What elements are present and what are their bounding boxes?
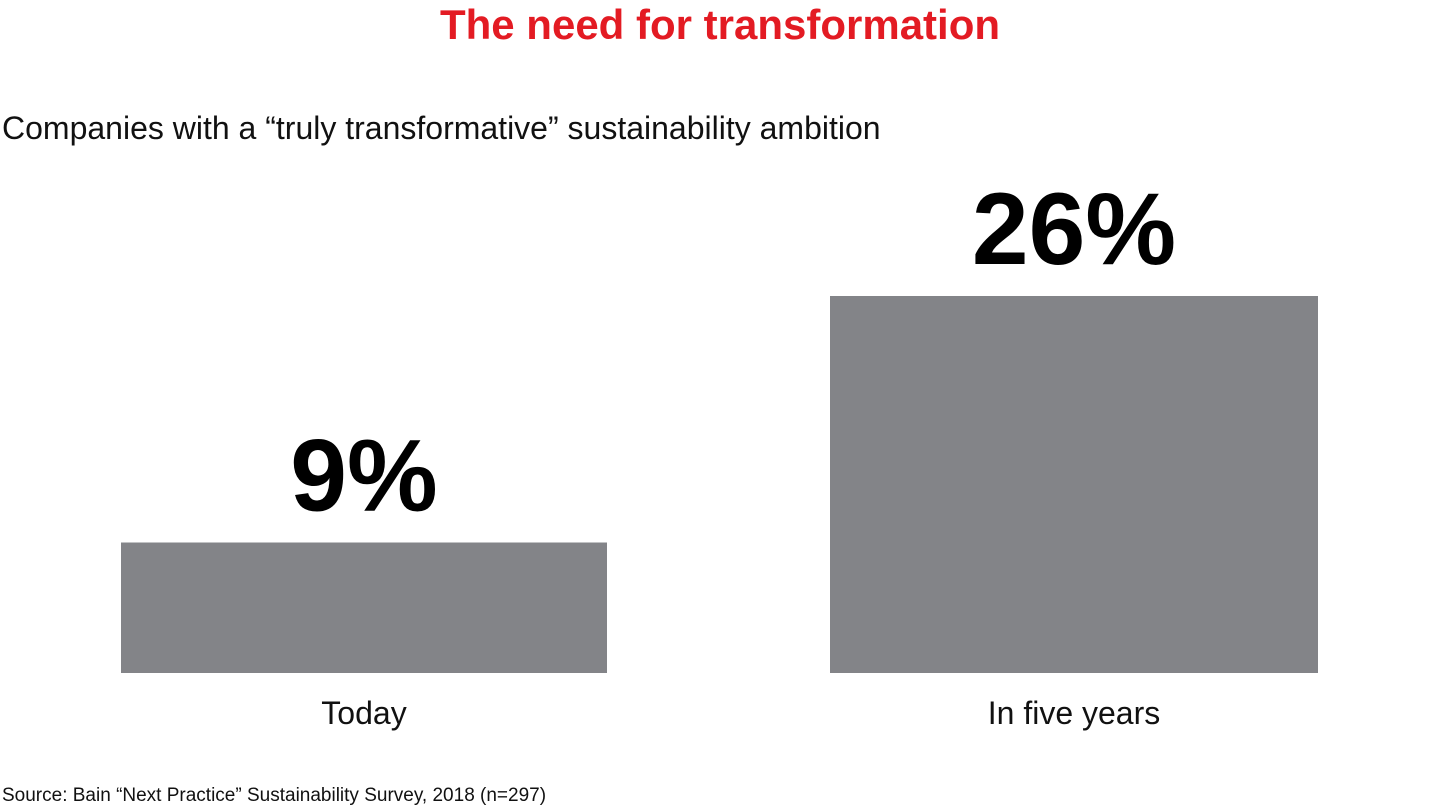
data-label-0: 9%: [290, 419, 437, 533]
bar-0: [121, 542, 607, 673]
category-label-1: In five years: [988, 695, 1161, 731]
source-note: Source: Bain “Next Practice” Sustainabil…: [2, 785, 547, 806]
chart-subtitle: Companies with a “truly transformative” …: [2, 110, 881, 146]
data-label-1: 26%: [972, 172, 1176, 286]
bar-1: [830, 296, 1318, 673]
category-label-0: Today: [321, 695, 406, 731]
chart-title: The need for transformation: [439, 1, 1001, 48]
